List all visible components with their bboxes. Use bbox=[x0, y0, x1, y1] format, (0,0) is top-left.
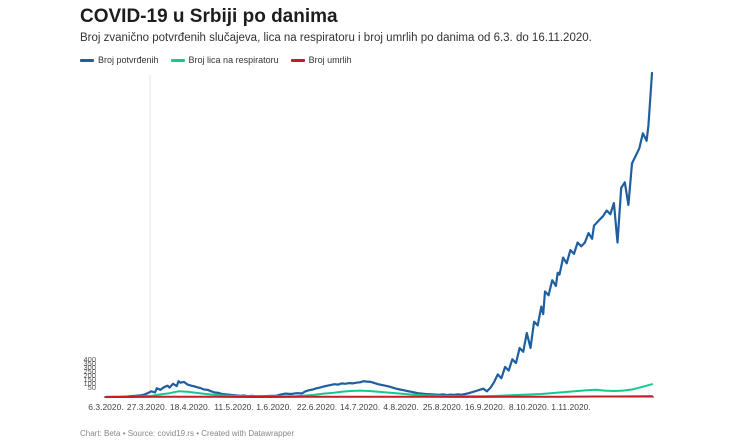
y-tick-label: 350 bbox=[83, 359, 96, 368]
x-tick-label: 25.8.2020. bbox=[423, 402, 463, 412]
chart-title: COVID-19 u Srbiji po danima bbox=[80, 6, 338, 27]
x-tick-label: 11.5.2020. bbox=[214, 402, 254, 412]
legend-label-umrlih: Broj umrlih bbox=[308, 55, 352, 65]
y-tick-label: 300 bbox=[83, 363, 96, 372]
x-tick-label: 1.11.2020. bbox=[551, 402, 591, 412]
x-tick-label: 14.7.2020. bbox=[340, 402, 380, 412]
y-tick-label: 50 bbox=[88, 383, 96, 392]
x-tick-label: 22.6.2020. bbox=[297, 402, 337, 412]
x-tick-label: 18.4.2020. bbox=[170, 402, 210, 412]
chart-subtitle: Broj zvanično potvrđenih slučajeva, lica… bbox=[80, 32, 592, 44]
legend-item-respirator: Broj lica na respiratoru bbox=[170, 55, 279, 65]
legend-swatch-potvrdjenih bbox=[80, 58, 94, 62]
series-line-potvrdjenih bbox=[104, 71, 654, 399]
x-axis-ticks: 6.3.2020. 27.3.2020. 18.4.2020. 11.5.2020. 1… bbox=[88, 402, 591, 412]
y-tick-label: 200 bbox=[83, 371, 96, 380]
series-layer bbox=[104, 71, 654, 399]
series-line-respirator bbox=[105, 383, 653, 398]
y-tick-label: 250 bbox=[83, 367, 96, 376]
series-line-umrlih bbox=[105, 395, 653, 398]
grid-layer bbox=[104, 75, 654, 398]
legend-item-umrlih: Broj umrlih bbox=[290, 55, 352, 65]
legend-swatch-umrlih bbox=[290, 58, 305, 62]
legend-item-potvrdjenih: Broj potvrđenih bbox=[80, 55, 159, 65]
legend-label-respirator: Broj lica na respiratoru bbox=[188, 55, 279, 65]
x-tick-label: 1.6.2020. bbox=[256, 402, 291, 412]
x-tick-label: 8.10.2020. bbox=[509, 402, 549, 412]
x-tick-label: 6.3.2020. bbox=[88, 402, 123, 412]
legend-swatch-respirator bbox=[170, 58, 185, 62]
chart-legend: Broj potvrđenih Broj lica na respiratoru… bbox=[80, 55, 352, 65]
x-tick-label: 4.8.2020. bbox=[383, 402, 418, 412]
x-tick-label: 16.9.2020. bbox=[465, 402, 505, 412]
y-tick-label: 150 bbox=[83, 375, 96, 384]
y-tick-label: 400 bbox=[83, 355, 96, 364]
y-tick-label: 100 bbox=[83, 379, 96, 388]
x-tick-label: 27.3.2020. bbox=[127, 402, 167, 412]
legend-label-potvrdjenih: Broj potvrđenih bbox=[98, 55, 159, 65]
chart-footer: Chart: Beta • Source: covid19.rs • Creat… bbox=[80, 429, 295, 438]
